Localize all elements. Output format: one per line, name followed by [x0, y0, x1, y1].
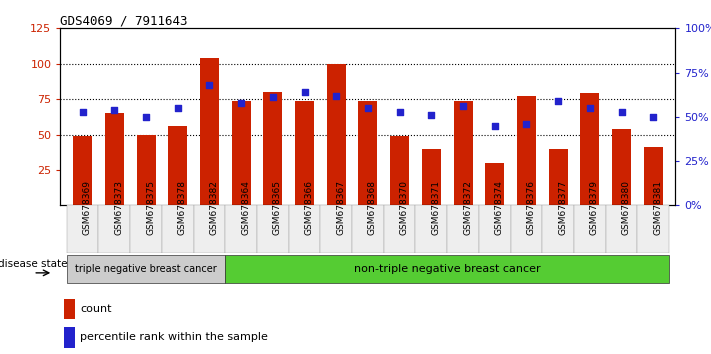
Bar	[415, 205, 447, 253]
Bar	[384, 205, 415, 253]
Bar	[257, 205, 289, 253]
Bar	[606, 205, 637, 253]
Point	[204, 82, 215, 88]
Bar	[358, 101, 378, 205]
Bar	[612, 129, 631, 205]
Text: GSM678374: GSM678374	[495, 180, 504, 235]
Text: GSM678368: GSM678368	[368, 180, 377, 235]
Point	[648, 114, 659, 120]
Point	[394, 109, 405, 114]
Bar	[67, 255, 225, 283]
Bar	[574, 205, 606, 253]
Text: GSM678372: GSM678372	[463, 180, 472, 235]
Bar	[447, 205, 479, 253]
Text: GSM678364: GSM678364	[241, 180, 250, 235]
Bar	[485, 163, 504, 205]
Point	[172, 105, 183, 111]
Point	[235, 100, 247, 105]
Text: GSM678371: GSM678371	[432, 180, 440, 235]
Text: GSM678376: GSM678376	[526, 180, 535, 235]
Bar	[105, 113, 124, 205]
Point	[140, 114, 151, 120]
Point	[77, 109, 88, 114]
Text: GSM678365: GSM678365	[273, 180, 282, 235]
Bar	[479, 205, 510, 253]
Text: triple negative breast cancer: triple negative breast cancer	[75, 264, 217, 274]
Bar	[352, 205, 384, 253]
Bar	[580, 93, 599, 205]
Point	[552, 98, 564, 104]
Bar	[517, 96, 536, 205]
Bar	[169, 126, 187, 205]
Bar	[137, 135, 156, 205]
Bar	[454, 101, 473, 205]
Bar	[73, 136, 92, 205]
Bar	[193, 205, 225, 253]
Point	[362, 105, 374, 111]
Point	[489, 123, 501, 129]
Bar	[232, 101, 251, 205]
Point	[267, 95, 279, 100]
Text: GSM678380: GSM678380	[621, 180, 631, 235]
Bar	[295, 101, 314, 205]
Point	[426, 112, 437, 118]
Bar	[63, 298, 75, 319]
Text: GDS4069 / 7911643: GDS4069 / 7911643	[60, 14, 188, 27]
Bar	[99, 205, 130, 253]
Bar	[637, 205, 669, 253]
Text: GSM678379: GSM678379	[590, 180, 599, 235]
Bar	[390, 136, 409, 205]
Text: GSM678367: GSM678367	[336, 180, 346, 235]
Point	[616, 109, 627, 114]
Bar	[63, 327, 75, 348]
Text: percentile rank within the sample: percentile rank within the sample	[80, 332, 268, 342]
Text: GSM678369: GSM678369	[82, 180, 92, 235]
Bar	[225, 205, 257, 253]
Text: GSM678370: GSM678370	[400, 180, 409, 235]
Text: GSM678377: GSM678377	[558, 180, 567, 235]
Text: GSM678366: GSM678366	[304, 180, 314, 235]
Text: non-triple negative breast cancer: non-triple negative breast cancer	[354, 264, 540, 274]
Point	[331, 93, 342, 98]
Point	[457, 103, 469, 109]
Bar	[321, 205, 352, 253]
Bar	[289, 205, 321, 253]
Text: GSM678381: GSM678381	[653, 180, 662, 235]
Bar	[542, 205, 574, 253]
Bar	[162, 205, 193, 253]
Point	[299, 89, 310, 95]
Bar	[327, 64, 346, 205]
Bar	[130, 205, 162, 253]
Text: disease state: disease state	[0, 259, 68, 269]
Text: GSM678373: GSM678373	[114, 180, 123, 235]
Bar	[643, 147, 663, 205]
Point	[520, 121, 532, 127]
Text: GSM678378: GSM678378	[178, 180, 187, 235]
Text: GSM678375: GSM678375	[146, 180, 155, 235]
Text: GSM678382: GSM678382	[210, 180, 218, 235]
Bar	[200, 58, 219, 205]
Point	[109, 107, 120, 113]
Point	[584, 105, 596, 111]
Text: count: count	[80, 304, 112, 314]
Bar	[225, 255, 669, 283]
Bar	[263, 92, 282, 205]
Bar	[422, 149, 441, 205]
Bar	[549, 149, 567, 205]
Bar	[67, 205, 99, 253]
Bar	[510, 205, 542, 253]
